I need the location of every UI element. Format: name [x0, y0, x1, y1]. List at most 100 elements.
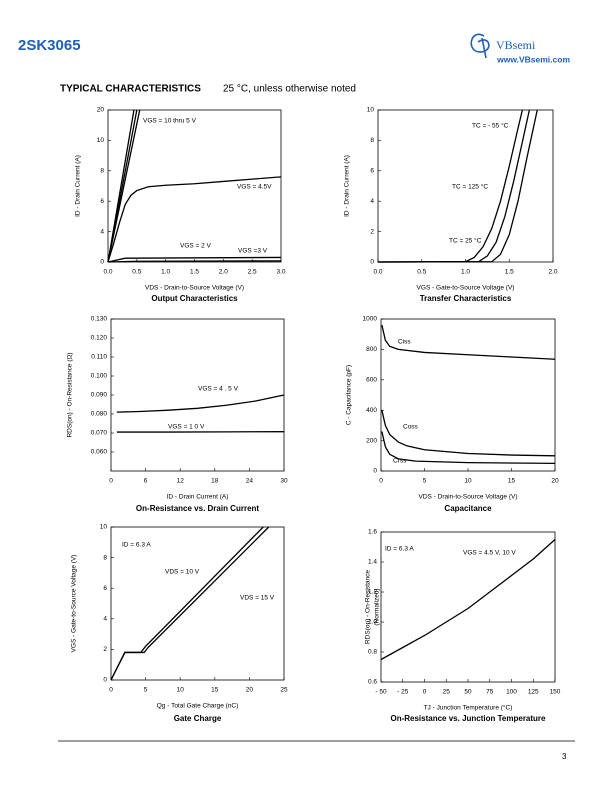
y-axis-label: RDS(on) - On-Resistance (Ω) — [67, 352, 74, 437]
annotation: Crss — [393, 458, 407, 465]
y-tick-label: 1.6 — [368, 529, 377, 536]
y-axis-label: VGS - Gate-to-Source Voltage (V) — [71, 555, 78, 653]
part-number: 2SK3065 — [18, 37, 81, 54]
x-tick-label: 10 — [177, 687, 185, 694]
series-line — [380, 539, 556, 661]
section-title: TYPICAL CHARACTERISTICS — [60, 84, 201, 95]
y-axis-label: ID - Drain Current (A) — [75, 155, 82, 217]
x-tick-label: 50 — [464, 689, 472, 696]
annotation: VDS = 10 V — [165, 569, 200, 576]
y-tick-label: 600 — [366, 377, 377, 384]
logo-text: VBsemi — [496, 38, 536, 52]
y-tick-label: 0.060 — [91, 449, 108, 456]
chart-title: On-Resistance vs. Drain Current — [136, 504, 259, 513]
x-tick-label: 0 — [109, 687, 113, 694]
y-tick-label: 0 — [103, 677, 107, 684]
y-tick-label: 8 — [100, 168, 104, 175]
y-tick-label: 2 — [103, 646, 107, 653]
y-tick-label: 1000 — [363, 316, 378, 323]
x-tick-label: 25 — [280, 687, 288, 694]
x-tick-label: 12 — [177, 478, 185, 485]
series-line — [110, 526, 264, 681]
series-line — [107, 260, 282, 263]
x-axis-label: ID - Drain Current (A) — [167, 494, 229, 501]
series-line — [116, 394, 285, 413]
x-tick-label: 30 — [280, 478, 288, 485]
y-tick-label: 800 — [366, 346, 377, 353]
annotation: VGS = 2 V — [180, 243, 212, 250]
y-tick-label: 0 — [370, 259, 374, 266]
x-tick-label: 18 — [211, 478, 219, 485]
y-tick-label: 0.130 — [91, 316, 108, 323]
y-axis-label: C - Capacitance (pF) — [346, 365, 353, 425]
annotation: Ciss — [398, 339, 411, 346]
y-tick-label: 0.120 — [91, 335, 108, 342]
chart-title: Gate Charge — [174, 714, 222, 723]
y-axis-label: ID - Drain Current (A) — [344, 155, 351, 217]
x-tick-label: 15 — [211, 687, 219, 694]
y-tick-label: 10 — [100, 524, 108, 531]
annotation: TC = - 55 °C — [472, 122, 509, 130]
x-tick-label: 20 — [246, 687, 254, 694]
annotation: VGS = 4 . 5 V — [198, 386, 239, 393]
y-tick-label: 10 — [97, 137, 105, 144]
x-tick-label: 3.0 — [276, 269, 285, 276]
y-tick-label: 6 — [103, 585, 107, 592]
x-tick-label: 0 — [423, 689, 427, 696]
plot-frame — [110, 526, 285, 681]
y-axis-label: (Normalized) — [374, 588, 381, 625]
series-line — [110, 526, 270, 681]
x-axis-label: VDS - Drain-to-Source Voltage (V) — [145, 285, 244, 292]
x-tick-label: 0.5 — [417, 269, 426, 276]
x-axis-label: VGS - Gate-to-Source Voltage (V) — [417, 285, 515, 292]
y-tick-label: 1.2 — [368, 589, 377, 596]
x-axis-label: TJ - Junction Temperature (°C) — [424, 704, 513, 712]
x-tick-label: 1.5 — [190, 269, 199, 276]
chart-title: On-Resistance vs. Junction Temperature — [390, 714, 546, 723]
x-tick-label: 1.0 — [461, 269, 470, 276]
y-axis-label: RDS(on) - On-Resistance — [365, 570, 372, 644]
x-tick-label: 1.5 — [505, 269, 514, 276]
series-line — [377, 109, 524, 263]
x-tick-label: 0 — [109, 478, 113, 485]
y-tick-label: 0.6 — [368, 679, 377, 686]
y-tick-label: 4 — [370, 198, 374, 205]
y-tick-label: 0.070 — [91, 430, 108, 437]
y-tick-label: 0.100 — [91, 373, 108, 380]
y-tick-label: 10 — [367, 107, 375, 114]
y-tick-label: 1.0 — [368, 619, 377, 626]
series-line — [107, 176, 282, 263]
x-tick-label: 6 — [144, 478, 148, 485]
x-tick-label: 100 — [506, 689, 517, 696]
chart-title: Output Characteristics — [151, 294, 238, 303]
series-line — [381, 410, 556, 457]
y-tick-label: 8 — [370, 137, 374, 144]
x-tick-label: 2.0 — [548, 269, 557, 276]
website: www.VBsemi.com — [496, 54, 570, 64]
x-axis-label: VDS - Drain-to-Source Voltage (V) — [419, 494, 518, 501]
series-line — [381, 324, 556, 360]
x-tick-label: 5 — [423, 478, 427, 485]
y-tick-label: 4 — [100, 228, 104, 235]
y-tick-label: 200 — [366, 437, 377, 444]
y-tick-label: 1.4 — [368, 559, 377, 566]
annotation: TC = 25 °C — [449, 237, 482, 245]
page-number: 3 — [562, 752, 567, 761]
annotation: Coss — [403, 424, 419, 431]
x-tick-label: 125 — [528, 689, 539, 696]
y-tick-label: 0.8 — [368, 649, 377, 656]
x-tick-label: 75 — [486, 689, 494, 696]
series-line — [381, 431, 556, 465]
x-tick-label: 20 — [551, 478, 559, 485]
y-tick-label: 0 — [100, 259, 104, 266]
annotation: VGS = 10 thru 5 V — [143, 118, 197, 125]
x-tick-label: 24 — [246, 478, 254, 485]
x-tick-label: 10 — [464, 478, 472, 485]
series-line — [377, 109, 538, 263]
y-tick-label: 8 — [103, 554, 107, 561]
y-tick-label: 2 — [370, 228, 374, 235]
logo-mark — [470, 33, 490, 59]
logo: VBsemi www.VBsemi.com — [470, 33, 570, 64]
y-tick-label: 6 — [100, 198, 104, 205]
annotation: ID = 6.3 A — [122, 542, 151, 549]
